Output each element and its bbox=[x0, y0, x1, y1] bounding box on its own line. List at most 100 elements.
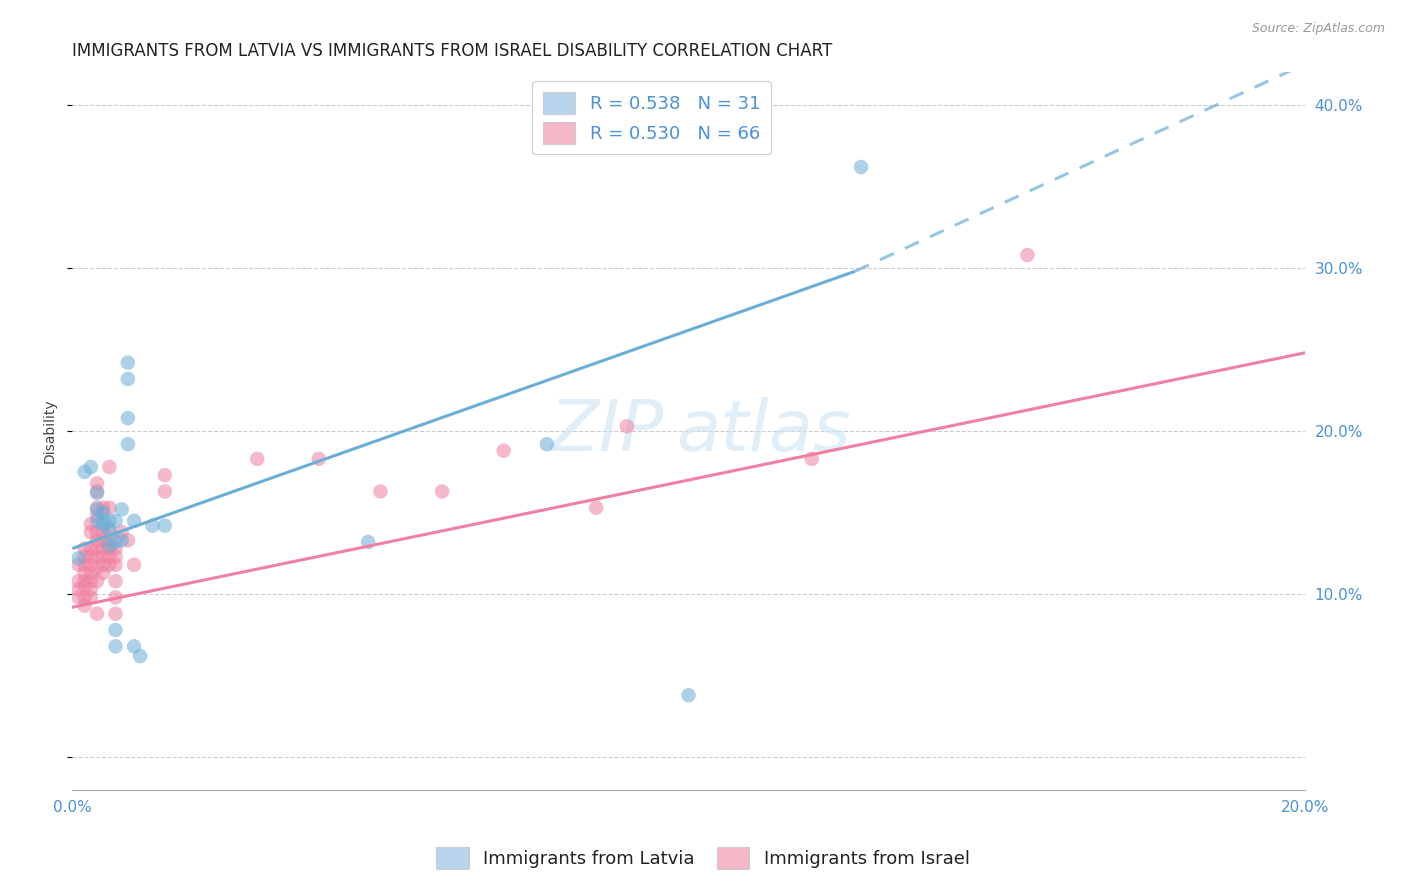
Point bbox=[80, 591, 103, 605]
Point bbox=[122, 558, 145, 572]
Point bbox=[91, 549, 114, 564]
Point bbox=[91, 533, 114, 548]
Point bbox=[91, 566, 114, 580]
Point bbox=[98, 522, 121, 536]
Point bbox=[67, 558, 90, 572]
Point bbox=[98, 558, 121, 572]
Point bbox=[117, 372, 139, 386]
Text: atlas: atlas bbox=[676, 397, 851, 466]
Point bbox=[86, 561, 108, 575]
Point bbox=[91, 514, 114, 528]
Point bbox=[104, 591, 127, 605]
Point bbox=[104, 607, 127, 621]
Point bbox=[91, 541, 114, 556]
Point bbox=[104, 574, 127, 588]
Point bbox=[73, 541, 96, 556]
Point bbox=[104, 640, 127, 654]
Point bbox=[104, 549, 127, 564]
Point bbox=[73, 599, 96, 613]
Point bbox=[141, 518, 163, 533]
Point bbox=[104, 541, 127, 556]
Point bbox=[86, 484, 108, 499]
Point bbox=[98, 538, 121, 552]
Point bbox=[80, 549, 103, 564]
Point bbox=[122, 640, 145, 654]
Point bbox=[117, 533, 139, 548]
Legend: Immigrants from Latvia, Immigrants from Israel: Immigrants from Latvia, Immigrants from … bbox=[429, 839, 977, 876]
Point bbox=[246, 451, 269, 466]
Point bbox=[86, 476, 108, 491]
Point bbox=[67, 591, 90, 605]
Point bbox=[73, 465, 96, 479]
Point bbox=[98, 500, 121, 515]
Point bbox=[73, 558, 96, 572]
Point bbox=[80, 574, 103, 588]
Point bbox=[73, 591, 96, 605]
Point bbox=[86, 525, 108, 540]
Point bbox=[86, 486, 108, 500]
Point bbox=[849, 160, 872, 174]
Point bbox=[86, 541, 108, 556]
Point bbox=[616, 419, 638, 434]
Point bbox=[585, 500, 607, 515]
Point bbox=[370, 484, 392, 499]
Point bbox=[98, 460, 121, 475]
Point bbox=[117, 437, 139, 451]
Point bbox=[91, 506, 114, 520]
Point bbox=[678, 688, 700, 702]
Point bbox=[104, 514, 127, 528]
Text: Source: ZipAtlas.com: Source: ZipAtlas.com bbox=[1251, 22, 1385, 36]
Point bbox=[86, 607, 108, 621]
Point bbox=[111, 502, 134, 516]
Point bbox=[492, 443, 515, 458]
Point bbox=[73, 549, 96, 564]
Point bbox=[536, 437, 558, 451]
Point bbox=[67, 574, 90, 588]
Point bbox=[86, 574, 108, 588]
Point bbox=[111, 525, 134, 540]
Point bbox=[98, 525, 121, 540]
Point bbox=[104, 558, 127, 572]
Point bbox=[73, 574, 96, 588]
Point bbox=[104, 623, 127, 637]
Point bbox=[91, 558, 114, 572]
Point bbox=[129, 649, 152, 664]
Legend: R = 0.538   N = 31, R = 0.530   N = 66: R = 0.538 N = 31, R = 0.530 N = 66 bbox=[531, 81, 770, 154]
Point bbox=[80, 582, 103, 597]
Point bbox=[98, 549, 121, 564]
Point bbox=[80, 541, 103, 556]
Text: IMMIGRANTS FROM LATVIA VS IMMIGRANTS FROM ISRAEL DISABILITY CORRELATION CHART: IMMIGRANTS FROM LATVIA VS IMMIGRANTS FRO… bbox=[72, 42, 832, 60]
Point bbox=[73, 579, 96, 593]
Point bbox=[1017, 248, 1039, 262]
Point bbox=[153, 518, 176, 533]
Point bbox=[86, 502, 108, 516]
Point bbox=[117, 411, 139, 425]
Point bbox=[153, 484, 176, 499]
Point bbox=[73, 566, 96, 580]
Point bbox=[80, 460, 103, 475]
Point bbox=[67, 582, 90, 597]
Point bbox=[98, 533, 121, 548]
Point bbox=[80, 558, 103, 572]
Point bbox=[104, 535, 127, 549]
Point bbox=[86, 549, 108, 564]
Point bbox=[86, 533, 108, 548]
Text: ZIP: ZIP bbox=[550, 397, 664, 466]
Point bbox=[357, 535, 380, 549]
Point bbox=[308, 451, 330, 466]
Point bbox=[86, 500, 108, 515]
Point bbox=[80, 566, 103, 580]
Point bbox=[91, 500, 114, 515]
Point bbox=[122, 514, 145, 528]
Point bbox=[80, 517, 103, 532]
Point bbox=[430, 484, 453, 499]
Y-axis label: Disability: Disability bbox=[44, 399, 58, 464]
Point bbox=[91, 525, 114, 540]
Point bbox=[86, 508, 108, 523]
Point bbox=[80, 525, 103, 540]
Point bbox=[86, 514, 108, 528]
Point bbox=[117, 356, 139, 370]
Point bbox=[800, 451, 823, 466]
Point bbox=[67, 551, 90, 566]
Point bbox=[153, 468, 176, 483]
